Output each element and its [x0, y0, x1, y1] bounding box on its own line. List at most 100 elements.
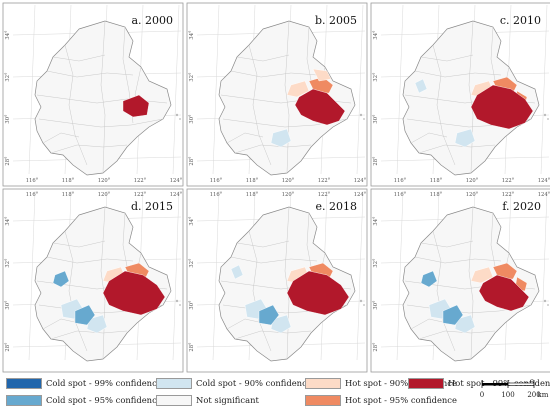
- scale-tick-100: 100: [501, 391, 514, 399]
- region-map: [402, 206, 549, 362]
- latitude-label: 28°: [5, 342, 11, 352]
- cluster-hot90: [312, 68, 332, 82]
- map-legend: Cold spot - 99% confidence Cold spot - 9…: [0, 374, 550, 408]
- panel-label: d. 2015: [131, 200, 173, 213]
- legend-label-cold90: Cold spot - 90% confidence: [196, 378, 312, 388]
- cluster-cold90: [454, 128, 476, 148]
- map-panel-4: 34° 32° 30° 28° 116° 118° 120° 122° 124° d. 2015: [2, 188, 184, 373]
- latitude-label: 30°: [5, 300, 11, 310]
- legend-swatch-cold90: [156, 377, 192, 389]
- longitude-label: 120°: [98, 192, 111, 198]
- longitude-label: 118°: [430, 192, 443, 198]
- scale-bar-segment-1: [482, 383, 508, 386]
- panel-label: f. 2020: [502, 200, 541, 213]
- scale-unit: km: [538, 391, 549, 399]
- longitude-label: 120°: [466, 178, 479, 184]
- longitude-label: 120°: [282, 178, 295, 184]
- legend-swatch-hot90: [305, 377, 341, 389]
- cluster-cold95: [74, 304, 96, 326]
- legend-item-ns: Not significant: [156, 393, 259, 407]
- longitude-label: 118°: [246, 192, 259, 198]
- latitude-label: 32°: [373, 258, 379, 268]
- panel-label: c. 2010: [500, 14, 541, 27]
- cluster-cold90: [86, 314, 108, 334]
- latitude-label: 34°: [189, 216, 195, 226]
- cluster-cold90: [454, 314, 476, 334]
- legend-item-cold90: Cold spot - 90% confidence: [156, 376, 312, 390]
- longitude-label: 116°: [394, 178, 407, 184]
- panel-label: b. 2005: [315, 14, 357, 27]
- latitude-label: 34°: [373, 216, 379, 226]
- map-panel-5: 34° 32° 30° 28° 116° 118° 120° 122° 124° e. 2018: [186, 188, 368, 373]
- scale-tick-0: 0: [480, 391, 484, 399]
- cluster-cold90: [414, 78, 428, 94]
- scale-tick-200: 200: [527, 391, 540, 399]
- latitude-label: 30°: [5, 114, 11, 124]
- latitude-label: 28°: [189, 342, 195, 352]
- longitude-label: 116°: [210, 192, 223, 198]
- longitude-label: 120°: [98, 178, 111, 184]
- latitude-label: 34°: [373, 30, 379, 40]
- latitude-label: 28°: [373, 342, 379, 352]
- longitude-label: 116°: [394, 192, 407, 198]
- latitude-label: 28°: [373, 156, 379, 166]
- legend-item-cold99: Cold spot - 99% confidence: [6, 376, 162, 390]
- longitude-label: 124°: [170, 192, 183, 198]
- latitude-label: 34°: [5, 30, 11, 40]
- legend-swatch-hot95: [305, 394, 341, 406]
- latitude-label: 28°: [189, 156, 195, 166]
- cluster-cold95: [442, 304, 464, 326]
- scale-bar-segment-2: [507, 382, 535, 386]
- map-panel-2: 34° 32° 30° 28° 116° 118° 120° 122° 124° b. 2005: [186, 2, 368, 187]
- longitude-label: 122°: [134, 178, 147, 184]
- cluster-cold95: [258, 304, 280, 326]
- region-map: [218, 20, 365, 176]
- latitude-label: 32°: [373, 72, 379, 82]
- longitude-label: 124°: [538, 192, 550, 198]
- latitude-label: 30°: [373, 300, 379, 310]
- region-map: [218, 206, 365, 362]
- latitude-label: 30°: [373, 114, 379, 124]
- latitude-label: 30°: [189, 114, 195, 124]
- legend-label-cold95: Cold spot - 95% confidence: [46, 395, 162, 405]
- panel-label: e. 2018: [316, 200, 358, 213]
- map-panel-1: 34° 32° 30° 28° 116° 118° 120° 122° 124° a. 2000: [2, 2, 184, 187]
- legend-label-cold99: Cold spot - 99% confidence: [46, 378, 162, 388]
- cluster-hot99: [286, 270, 350, 316]
- legend-swatch-ns: [156, 394, 192, 406]
- legend-swatch-cold99: [6, 377, 42, 389]
- region-map: [402, 20, 549, 176]
- map-panel-3: 34° 32° 30° 28° 116° 118° 120° 122° 124° c. 2010: [370, 2, 550, 187]
- longitude-label: 118°: [430, 178, 443, 184]
- longitude-label: 118°: [62, 192, 75, 198]
- legend-label-hot95: Hot spot - 95% confidence: [345, 395, 457, 405]
- legend-item-hot90: Hot spot - 90% confidence: [305, 376, 457, 390]
- cluster-hot99: [478, 274, 530, 312]
- latitude-label: 32°: [5, 258, 11, 268]
- legend-swatch-hot99: [408, 377, 444, 389]
- map-panel-6: 34° 32° 30° 28° 116° 118° 120° 122° 124° f. 2020: [370, 188, 550, 373]
- longitude-label: 118°: [246, 178, 259, 184]
- longitude-label: 120°: [282, 192, 295, 198]
- cluster-hot90: [470, 266, 494, 284]
- latitude-label: 32°: [5, 72, 11, 82]
- legend-item-cold95: Cold spot - 95% confidence: [6, 393, 162, 407]
- latitude-label: 28°: [5, 156, 11, 166]
- latitude-label: 30°: [189, 300, 195, 310]
- cluster-cold90: [270, 314, 292, 334]
- cluster-hot90: [286, 80, 310, 98]
- longitude-label: 124°: [538, 178, 550, 184]
- longitude-label: 122°: [502, 192, 515, 198]
- cluster-cold90: [230, 264, 244, 280]
- latitude-label: 34°: [189, 30, 195, 40]
- longitude-label: 122°: [318, 192, 331, 198]
- scale-bar: 0 100 200 km: [480, 380, 549, 399]
- longitude-label: 124°: [354, 192, 367, 198]
- cluster-hot99: [102, 270, 166, 316]
- longitude-label: 124°: [170, 178, 183, 184]
- longitude-label: 122°: [502, 178, 515, 184]
- cluster-cold95: [52, 270, 70, 288]
- longitude-label: 116°: [210, 178, 223, 184]
- longitude-label: 116°: [26, 178, 39, 184]
